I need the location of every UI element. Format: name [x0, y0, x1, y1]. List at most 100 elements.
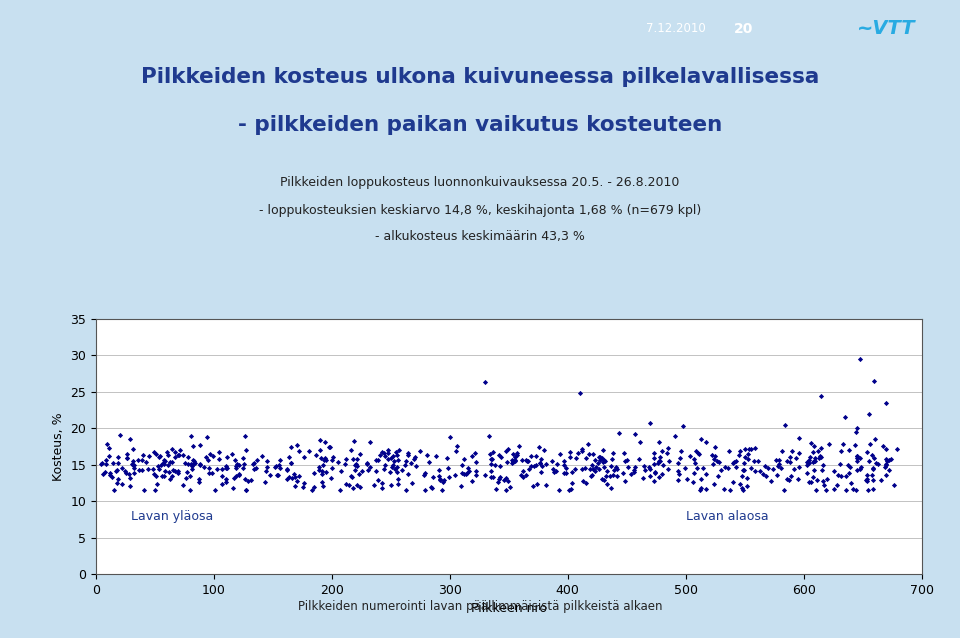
Point: [312, 445, 327, 455]
Point: [407, 454, 422, 464]
Point: [344, 445, 359, 455]
Point: [686, 454, 702, 464]
Point: [865, 470, 880, 480]
Point: [660, 443, 675, 454]
Point: [147, 469, 162, 479]
Point: [457, 454, 472, 464]
Point: [389, 447, 404, 457]
Point: [159, 447, 175, 457]
Point: [743, 444, 758, 454]
Point: [235, 453, 251, 463]
Point: [376, 464, 392, 474]
Point: [418, 468, 433, 478]
Point: [504, 458, 519, 468]
Point: [627, 464, 642, 475]
Point: [167, 452, 182, 462]
Point: [707, 442, 722, 452]
Text: Pilkkeiden numerointi lavan päällimmäisistä pilkkeistä alkaen: Pilkkeiden numerointi lavan päällimmäisi…: [298, 600, 662, 613]
Point: [725, 458, 740, 468]
Point: [271, 470, 286, 480]
Point: [126, 463, 141, 473]
Point: [564, 484, 579, 494]
Point: [499, 457, 515, 467]
Point: [95, 469, 110, 479]
Point: [184, 464, 200, 474]
Point: [311, 465, 326, 475]
Point: [672, 468, 687, 478]
Text: Pilkkeiden loppukosteus luonnonkuivauksessa 20.5. - 26.8.2010: Pilkkeiden loppukosteus luonnonkuivaukse…: [280, 176, 680, 189]
Point: [286, 469, 301, 479]
Point: [713, 465, 729, 475]
Point: [168, 447, 183, 457]
Point: [183, 431, 199, 441]
Point: [859, 447, 875, 457]
Point: [529, 451, 544, 461]
Point: [806, 456, 822, 466]
Point: [155, 471, 170, 482]
Point: [771, 459, 786, 470]
Point: [544, 456, 560, 466]
Point: [283, 441, 299, 452]
Point: [127, 468, 142, 478]
Point: [110, 474, 126, 484]
Point: [186, 456, 202, 466]
Point: [176, 480, 191, 490]
Point: [164, 470, 180, 480]
Point: [391, 455, 406, 465]
Point: [312, 435, 327, 445]
Point: [760, 463, 776, 473]
Point: [548, 466, 564, 476]
Point: [391, 474, 406, 484]
Point: [403, 457, 419, 468]
Point: [246, 459, 261, 469]
Point: [382, 467, 397, 477]
Point: [805, 457, 821, 467]
Point: [813, 443, 828, 453]
Point: [102, 470, 117, 480]
Point: [435, 477, 450, 487]
Point: [496, 475, 512, 485]
Point: [257, 477, 273, 487]
Point: [660, 456, 676, 466]
Point: [279, 464, 295, 474]
Point: [498, 445, 514, 456]
Point: [487, 460, 502, 470]
Point: [586, 464, 601, 475]
Point: [220, 452, 235, 462]
Point: [349, 480, 365, 490]
Point: [721, 463, 736, 473]
Text: - pilkkeiden paikan vaikutus kosteuteen: - pilkkeiden paikan vaikutus kosteuteen: [238, 115, 722, 135]
Point: [535, 461, 550, 471]
Point: [505, 457, 520, 468]
Point: [539, 459, 554, 469]
Point: [183, 459, 199, 470]
Point: [175, 450, 190, 460]
Point: [477, 470, 492, 480]
Point: [184, 461, 200, 471]
Point: [156, 459, 172, 470]
Point: [162, 473, 178, 484]
Point: [156, 471, 172, 481]
Point: [205, 451, 221, 461]
Point: [417, 470, 432, 480]
Point: [477, 377, 492, 387]
Point: [710, 471, 726, 481]
Point: [374, 483, 390, 493]
Point: [646, 475, 661, 486]
Point: [288, 481, 303, 491]
Point: [536, 445, 551, 456]
Point: [210, 464, 226, 474]
Point: [765, 464, 780, 474]
Point: [842, 468, 857, 478]
Point: [380, 445, 396, 456]
Point: [425, 472, 441, 482]
Point: [228, 470, 244, 480]
Point: [809, 475, 825, 485]
Point: [160, 450, 176, 461]
Point: [699, 484, 714, 494]
Point: [609, 461, 624, 471]
Point: [179, 473, 194, 484]
Point: [214, 478, 229, 489]
Point: [306, 482, 322, 493]
Point: [465, 476, 480, 486]
